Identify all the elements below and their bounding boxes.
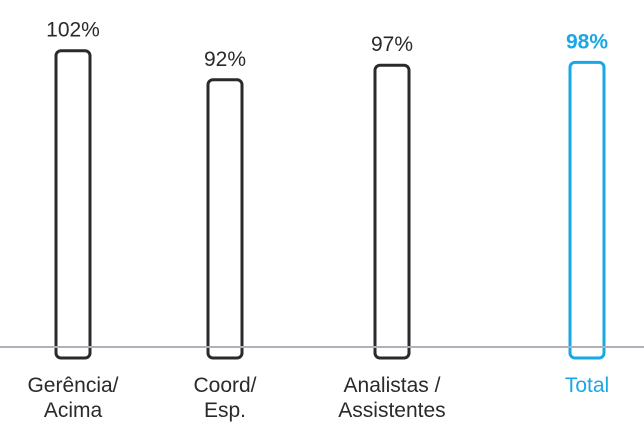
- category-label-line: Coord/: [193, 374, 256, 397]
- category-label-line: Total: [565, 374, 609, 397]
- category-label: Total: [565, 374, 609, 397]
- data-label: 102%: [46, 19, 100, 42]
- category-label-line: Esp.: [204, 399, 246, 422]
- bars-layer: [54, 49, 606, 360]
- value-labels-layer: 102% 92% 97% 98%: [46, 19, 608, 71]
- category-label-line: Gerência/: [27, 374, 118, 397]
- category-label: Gerência/Acima: [27, 374, 118, 422]
- category-label: Analistas / Assistentes: [338, 374, 445, 422]
- category-labels-layer: Gerência/Acima Coord/Esp. Analistas / Assis…: [27, 374, 609, 422]
- category-label: Coord/Esp.: [193, 374, 256, 422]
- bar: [568, 60, 606, 360]
- data-label: 92%: [204, 48, 246, 71]
- category-label-line: Analistas /: [344, 374, 441, 397]
- bar: [206, 78, 244, 360]
- data-label: 98%: [566, 30, 608, 53]
- bar: [54, 49, 92, 360]
- data-label: 97%: [371, 33, 413, 56]
- bar: [373, 63, 411, 360]
- category-label-line: Acima: [44, 399, 103, 422]
- category-label-line: Assistentes: [338, 399, 445, 422]
